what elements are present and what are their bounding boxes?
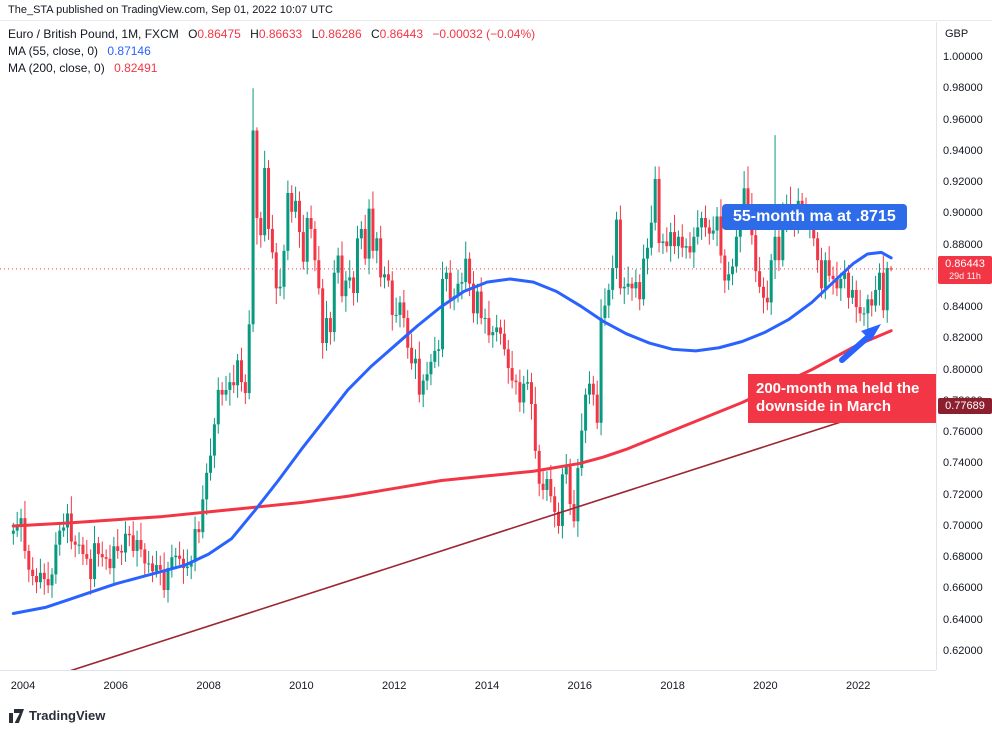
ma55-row[interactable]: MA (55, close, 0) 0.87146 [8, 43, 535, 60]
published-header: The_STA published on TradingView.com, Se… [0, 0, 992, 21]
price-tick: 0.94000 [943, 144, 983, 157]
low-value: 0.86286 [318, 27, 362, 41]
low-label: L [311, 27, 319, 41]
high-label: H [250, 27, 259, 41]
price-tick: 0.82000 [943, 332, 983, 345]
current-price-badge: 0.86443 29d 11h [938, 255, 992, 284]
price-tick: 0.92000 [943, 176, 983, 189]
open-label: O [188, 27, 198, 41]
chart-canvas[interactable] [0, 22, 936, 670]
open-value: 0.86475 [197, 27, 241, 41]
close-label: C [370, 27, 380, 41]
year-label: 2014 [474, 680, 500, 692]
price-axis[interactable]: GBP 0.86443 29d 11h 0.77689 1.00000 0.980… [936, 22, 992, 670]
year-label: 2022 [845, 680, 871, 692]
year-label: 2008 [196, 680, 221, 692]
tradingview-logo-icon [9, 708, 24, 723]
price-tick: 0.98000 [943, 82, 983, 95]
axis-currency-label: GBP [945, 28, 969, 40]
ma55-value: 0.87146 [107, 44, 151, 58]
bar-countdown: 29d 11h [949, 270, 981, 281]
price-tick: 0.72000 [943, 488, 983, 501]
trendline-price-badge: 0.77689 [938, 397, 992, 414]
ma200-row[interactable]: MA (200, close, 0) 0.82491 [8, 60, 535, 77]
price-tick: 0.96000 [943, 113, 983, 126]
price-tick: 0.66000 [943, 582, 983, 595]
price-tick: 0.68000 [943, 551, 983, 564]
symbol-row[interactable]: Euro / British Pound, 1M, FXCM O0.86475 … [8, 26, 535, 43]
symbol-title[interactable]: Euro / British Pound, 1M, FXCM [8, 27, 179, 41]
price-tick: 0.76000 [943, 426, 983, 439]
ma200-line[interactable] [11, 329, 893, 528]
price-tick: 0.70000 [943, 519, 983, 532]
time-axis[interactable]: 2004 2006 2008 2010 2012 2014 2016 2018 2020 2022 [0, 670, 936, 701]
close-value: 0.86443 [379, 27, 424, 41]
price-tick: 0.64000 [943, 613, 983, 626]
current-price-value: 0.86443 [945, 257, 985, 270]
year-label: 2016 [567, 680, 593, 692]
price-tick: 0.88000 [943, 238, 983, 251]
ma200-label[interactable]: MA (200, close, 0) [8, 61, 105, 75]
footer-brand[interactable]: TradingView [8, 708, 105, 723]
price-tick: 0.90000 [943, 207, 983, 220]
year-label: 2018 [660, 680, 685, 692]
year-label: 2010 [289, 680, 314, 692]
trendline[interactable] [35, 397, 915, 670]
change-value: −0.00032 (−0.04%) [432, 27, 536, 41]
price-tick: 0.80000 [943, 363, 983, 376]
candles-layer [11, 88, 893, 603]
ma200-value: 0.82491 [114, 61, 158, 75]
annotation-ma200-note[interactable]: 200-month ma held the downside in March [748, 374, 936, 423]
price-tick: 1.00000 [943, 51, 983, 63]
price-tick: 0.84000 [943, 301, 983, 314]
year-label: 2020 [753, 680, 778, 692]
ma55-line[interactable] [11, 250, 893, 615]
year-label: 2006 [103, 680, 129, 692]
legend: Euro / British Pound, 1M, FXCM O0.86475 … [8, 26, 535, 77]
year-label: 2004 [10, 680, 36, 692]
brand-name: TradingView [29, 708, 106, 723]
arrow-annotation[interactable] [839, 324, 881, 363]
year-label: 2012 [381, 680, 407, 692]
high-value: 0.86633 [258, 27, 303, 41]
price-tick: 0.62000 [943, 645, 983, 657]
price-tick: 0.74000 [943, 457, 983, 470]
annotation-ma55-note[interactable]: 55-month ma at .8715 [722, 204, 907, 230]
ma55-label[interactable]: MA (55, close, 0) [8, 44, 99, 58]
